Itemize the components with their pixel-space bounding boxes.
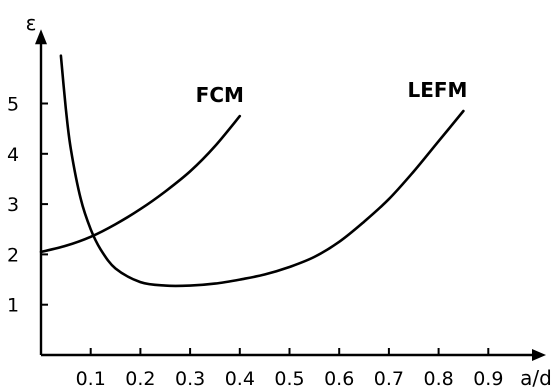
y-ticks: 1 2 3 4 5 <box>7 94 48 317</box>
x-axis-label: a/d <box>520 366 552 390</box>
x-tick-label: 0.1 <box>76 368 106 390</box>
x-tick-label: 0.3 <box>175 368 205 390</box>
plot-area: 0.1 0.2 0.3 0.4 0.5 0.6 0.7 0.8 0.9 1 2 3 4 5 FCM LEF… <box>7 11 552 390</box>
series-label-fcm: FCM <box>196 83 244 107</box>
series-line-fcm <box>39 114 242 254</box>
y-tick-label: 5 <box>7 94 19 116</box>
x-tick-label: 0.7 <box>374 368 404 390</box>
x-tick-label: 0.6 <box>324 368 354 390</box>
series-label-lefm: LEFM <box>407 78 467 102</box>
x-tick-label: 0.8 <box>423 368 453 390</box>
y-tick-label: 3 <box>7 194 19 216</box>
x-tick-label: 0.9 <box>473 368 503 390</box>
x-ticks: 0.1 0.2 0.3 0.4 0.5 0.6 0.7 0.8 0.9 <box>76 348 503 390</box>
series-line-lefm <box>59 54 465 288</box>
x-tick-label: 0.2 <box>125 368 155 390</box>
y-axis-label: ε <box>26 11 37 35</box>
x-tick-label: 0.4 <box>225 368 255 390</box>
x-axis-arrowhead <box>532 349 546 361</box>
y-axis-arrowhead <box>35 29 47 45</box>
y-tick-label: 1 <box>7 295 19 317</box>
y-tick-label: 2 <box>7 244 19 266</box>
x-tick-label: 0.5 <box>274 368 304 390</box>
series-group: FCM LEFM <box>39 54 467 288</box>
y-tick-label: 4 <box>7 144 19 166</box>
